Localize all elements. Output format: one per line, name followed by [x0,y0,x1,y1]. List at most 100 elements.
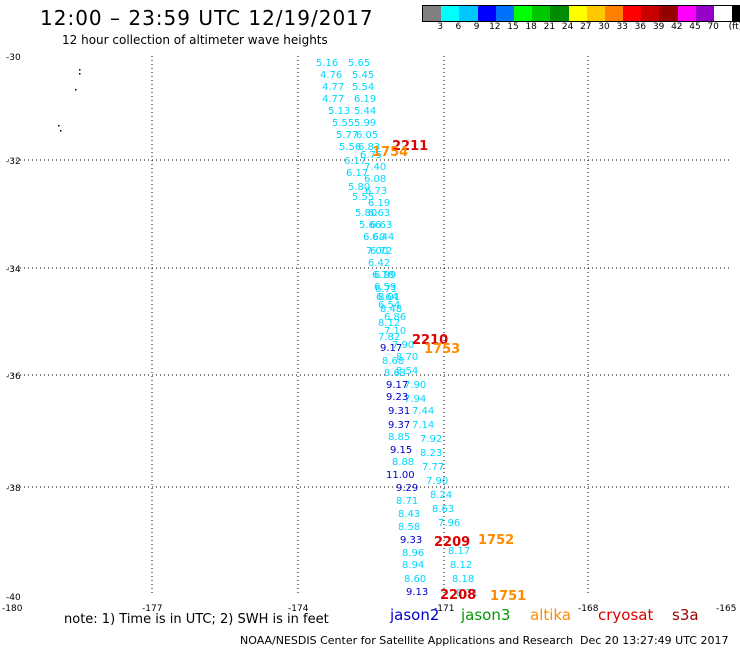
wave-height-label: 6.54 [378,300,400,311]
pass-time-label: 1751 [490,589,526,604]
wave-height-label: 6.59 [374,282,396,293]
wave-height-label: 8.31 [456,588,478,599]
wave-height-label: 9.31 [388,406,410,417]
wave-height-label: 5.45 [352,70,374,81]
pass-time-label: 2208 [440,588,476,603]
legend-swatch [441,6,460,21]
wave-height-label: 7.14 [412,420,434,431]
wave-height-label: 7.10 [384,326,406,337]
lat-tick-label: -40 [6,593,21,603]
wave-height-label: 8.12 [378,318,400,329]
satellite-legend-jason3: jason3 [461,606,511,624]
pass-time-label: 1754 [372,145,408,160]
wave-height-label: 5.55 [332,118,354,129]
wave-height-label: 5.54 [352,82,374,93]
footer-credit: NOAA/NESDIS Center for Satellite Applica… [240,634,574,647]
pass-time-label: 2209 [434,535,470,550]
legend-swatch [641,6,660,21]
legend-swatch [568,6,587,21]
legend-label: 33 [616,22,628,32]
wave-height-label: 6.17 [344,156,366,167]
pass-time-label: 1752 [478,533,514,548]
wave-height-label: 8.23 [420,448,442,459]
legend-label: 24 [561,22,574,32]
wave-height-label: 5.13 [328,106,350,117]
wave-height-label: 8.48 [380,304,402,315]
legend-swatch [586,6,605,21]
wave-height-label: 6.73 [365,186,387,197]
wave-height-label: 5.44 [354,106,376,117]
lat-tick-label: -34 [6,265,21,275]
wave-height-label: 6.71 [375,284,397,295]
wave-height-label: 8.58 [398,522,420,533]
lon-tick-label: -165 [716,604,736,614]
wave-height-label: 7.90 [392,340,414,351]
wave-height-label: 6.63 [368,208,390,219]
satellite-legend-jason2: jason2 [390,606,440,624]
wave-height-label: 6.05 [356,130,378,141]
wave-height-label: 4.76 [320,70,342,81]
lon-tick-label: -174 [288,604,309,614]
wave-height-label: 5.80 [348,182,370,193]
wave-height-label: 8.70 [396,352,418,363]
wave-height-label: 5.16 [316,58,338,69]
wave-height-label: 8.71 [396,496,418,507]
island-speck [60,130,62,132]
wave-height-label: 8.24 [430,490,452,501]
island-speck [75,89,77,91]
wave-height-label: 7.92 [420,434,442,445]
satellite-legend-s3a: s3a [672,606,699,624]
lon-tick-label: -180 [2,604,23,614]
wave-height-label: 9.17 [386,380,408,391]
wave-height-label: 9.29 [396,483,418,494]
wave-height-label: 6.08 [364,174,386,185]
wave-height-label: 5.65 [348,58,370,69]
lon-tick-label: -168 [578,604,599,614]
legend-swatch [714,6,733,21]
wave-height-label: 6.42 [368,258,390,269]
legend-label: 18 [525,22,537,32]
wave-height-label: 8.18 [452,574,474,585]
wave-height-label: 4.77 [322,82,344,93]
pass-time-label: 2210 [412,333,448,348]
wave-height-label: 7.90 [404,380,426,391]
legend-swatch [732,6,740,21]
island-speck [58,125,60,127]
legend-swatch [459,6,478,21]
lon-tick-label: -177 [142,604,162,614]
legend-swatch [550,6,569,21]
wave-height-label: 5.77 [336,130,358,141]
legend-swatch [695,6,714,21]
wave-height-label: 8.63 [384,368,406,379]
wave-height-label: 6.17 [346,168,368,179]
legend-label: 6 [455,22,462,32]
wave-height-label: 9.17 [380,343,402,354]
wave-height-label: 9.15 [390,445,412,456]
wave-height-label: 6.99 [374,270,396,281]
island-speck [79,69,81,71]
wave-height-label: 9.33 [400,535,422,546]
pass-time-label: 1753 [424,342,460,357]
wave-height-label: 8.94 [402,560,424,571]
map-title: 12:00 – 23:59 UTC 12/19/2017 [40,6,374,30]
wave-height-label: 8.01 [378,292,400,303]
wave-height-track: 5.16 5.65 4.76 5.45 4.77 5.54 4.77 6.19 5.13 5.44… [316,58,478,599]
wave-height-label: 6.72 [370,246,392,257]
map-subtitle: 12 hour collection of altimeter wave hei… [62,33,328,47]
wave-height-label: 5.66 [359,220,381,231]
legend-swatch [513,6,533,21]
wave-height-label: 11.00 [386,470,415,481]
wave-height-label: 8.85 [388,432,410,443]
wave-height-label: 5.99 [354,118,376,129]
legend-label: 3 [437,22,444,32]
wave-height-label: 7.40 [364,162,386,173]
satellite-legend: jason2 jason3 altika cryosat s3a [0,606,740,628]
wave-height-label: 8.60 [404,574,426,585]
wave-height-label: 8.54 [396,366,418,377]
legend-swatch [532,6,551,21]
map-grid [8,56,732,596]
wave-height-label: 8.43 [398,509,420,520]
wave-height-label: 9.23 [386,392,408,403]
footer-timestamp: Dec 20 13:27:49 UTC 2017 [580,634,729,647]
